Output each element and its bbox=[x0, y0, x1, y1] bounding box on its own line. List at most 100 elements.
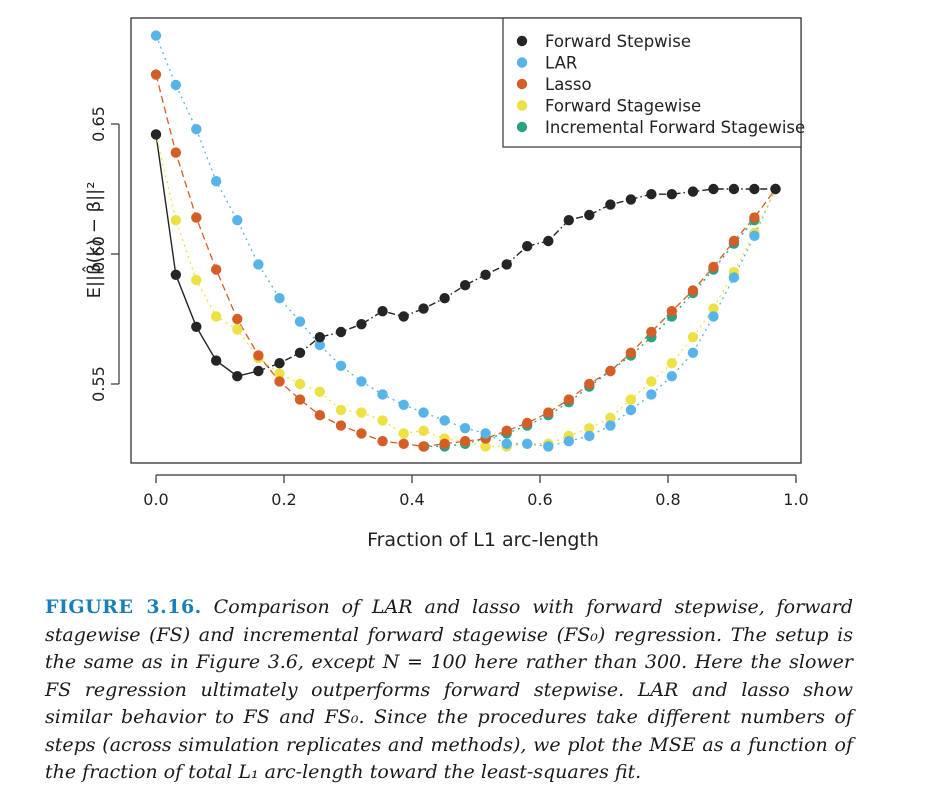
point-forward-stepwise bbox=[210, 355, 222, 366]
x-axis-label: Fraction of L1 arc-length bbox=[367, 529, 599, 551]
point-lar bbox=[294, 316, 306, 327]
point-lar bbox=[749, 230, 760, 241]
point-forward-stepwise bbox=[418, 303, 429, 314]
x-tick-label: 1.0 bbox=[783, 490, 808, 509]
point-lar bbox=[646, 389, 657, 400]
point-lasso bbox=[687, 285, 699, 296]
caption-text: Comparison of LAR and lasso with forward… bbox=[45, 596, 853, 783]
point-lar bbox=[377, 389, 388, 400]
point-forward-stepwise bbox=[543, 235, 554, 247]
point-lasso bbox=[253, 350, 264, 361]
point-forward-stepwise bbox=[398, 311, 409, 322]
point-forward-stagewise bbox=[480, 441, 491, 452]
x-tick-label: 0.6 bbox=[527, 490, 552, 509]
point-lar bbox=[666, 371, 678, 382]
x-tick-label: 0.4 bbox=[399, 490, 424, 509]
point-forward-stepwise bbox=[625, 194, 637, 205]
point-forward-stepwise bbox=[377, 306, 388, 317]
point-lasso bbox=[191, 212, 202, 223]
point-forward-stagewise bbox=[335, 404, 347, 416]
point-forward-stagewise bbox=[625, 394, 637, 405]
legend-label-lasso: Lasso bbox=[545, 75, 592, 94]
point-lasso bbox=[625, 347, 637, 358]
point-forward-stepwise bbox=[708, 183, 719, 195]
point-forward-stagewise bbox=[687, 332, 699, 343]
series-line-incremental-forward-stagewise bbox=[424, 219, 755, 448]
point-lasso bbox=[314, 410, 326, 421]
point-lasso bbox=[459, 436, 471, 447]
point-lar bbox=[314, 339, 326, 351]
series-line-forward-stagewise bbox=[155, 134, 777, 448]
point-lar bbox=[274, 293, 285, 304]
point-forward-stepwise bbox=[232, 371, 243, 382]
point-forward-stepwise bbox=[459, 280, 471, 291]
point-forward-stepwise bbox=[356, 319, 367, 330]
point-forward-stagewise bbox=[377, 415, 388, 426]
point-lasso bbox=[584, 378, 595, 390]
legend: Forward Stepwise LAR Lasso Forward Stagewis… bbox=[502, 17, 805, 148]
y-tick-label: 0.55 bbox=[89, 366, 108, 402]
point-lar bbox=[170, 79, 182, 91]
point-forward-stepwise bbox=[770, 183, 781, 195]
x-tick-label: 0.2 bbox=[271, 490, 296, 509]
point-lar bbox=[356, 376, 367, 387]
point-forward-stagewise bbox=[274, 368, 285, 379]
point-forward-stepwise bbox=[314, 332, 326, 343]
point-forward-stepwise bbox=[150, 129, 162, 140]
point-lar bbox=[210, 176, 222, 187]
point-forward-stepwise bbox=[294, 347, 306, 358]
point-lasso bbox=[522, 417, 533, 429]
series-points bbox=[150, 30, 781, 452]
point-lasso bbox=[605, 365, 616, 377]
point-lar bbox=[584, 430, 595, 442]
point-forward-stagewise bbox=[646, 376, 657, 387]
point-forward-stepwise bbox=[666, 189, 678, 200]
point-forward-stagewise bbox=[232, 324, 243, 335]
point-lar bbox=[563, 436, 574, 447]
point-forward-stepwise bbox=[687, 186, 699, 197]
series-line-forward-stepwise bbox=[258, 188, 776, 372]
point-forward-stagewise bbox=[294, 378, 306, 390]
figure-caption: FIGURE 3.16. Comparison of LAR and lasso… bbox=[45, 594, 853, 787]
x-tick-label: 0.0 bbox=[143, 490, 168, 509]
legend-marker-lar bbox=[516, 57, 528, 68]
point-forward-stagewise bbox=[210, 311, 222, 322]
plot-frame bbox=[130, 17, 802, 464]
point-lar bbox=[398, 399, 409, 410]
point-lasso bbox=[274, 376, 285, 387]
point-lar bbox=[232, 215, 243, 226]
point-lar bbox=[253, 259, 264, 270]
point-forward-stepwise bbox=[728, 183, 740, 195]
point-lasso bbox=[150, 69, 162, 80]
y-axis: 0.55 0.60 0.65 bbox=[89, 106, 120, 402]
point-forward-stagewise bbox=[314, 386, 326, 397]
point-forward-stepwise bbox=[253, 365, 264, 377]
point-lasso bbox=[708, 261, 719, 273]
point-lasso bbox=[232, 313, 243, 325]
point-forward-stagewise bbox=[418, 425, 429, 436]
point-lar bbox=[501, 438, 512, 449]
legend-marker-incremental-forward-stagewise bbox=[516, 121, 528, 133]
point-forward-stepwise bbox=[335, 326, 347, 338]
point-forward-stagewise bbox=[191, 274, 202, 286]
point-forward-stagewise bbox=[666, 358, 678, 369]
point-lar bbox=[418, 407, 429, 418]
y-tick-label: 0.65 bbox=[89, 106, 108, 142]
point-forward-stepwise bbox=[563, 215, 574, 226]
point-forward-stepwise bbox=[274, 358, 285, 369]
point-lar bbox=[543, 441, 554, 452]
point-lar bbox=[687, 347, 699, 358]
point-lasso bbox=[501, 425, 512, 436]
point-lasso bbox=[210, 264, 222, 275]
point-forward-stagewise bbox=[398, 428, 409, 439]
point-lasso bbox=[666, 306, 678, 317]
point-lasso bbox=[418, 441, 429, 452]
legend-marker-lasso bbox=[516, 78, 528, 90]
point-lasso bbox=[356, 428, 367, 439]
point-lasso bbox=[335, 420, 347, 431]
point-lasso bbox=[646, 326, 657, 338]
point-lar bbox=[522, 438, 533, 449]
point-forward-stepwise bbox=[584, 209, 595, 221]
legend-label-forward-stagewise: Forward Stagewise bbox=[545, 97, 701, 116]
